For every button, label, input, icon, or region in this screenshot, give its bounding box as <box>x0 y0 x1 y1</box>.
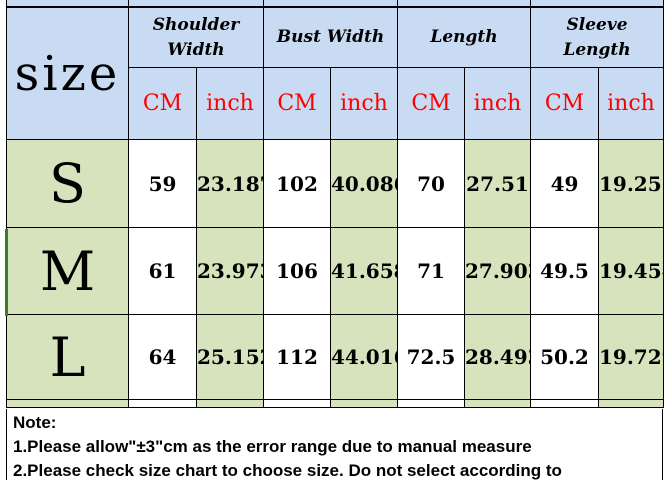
value-cell: 59 <box>128 139 197 228</box>
unit-header-inch: inch <box>464 67 531 140</box>
unit-header-inch: inch <box>196 67 264 140</box>
cutoff-cell <box>6 399 129 408</box>
value-cell: 19.729 <box>598 314 664 400</box>
cutoff-cell <box>128 399 197 408</box>
header-bust-width: Bust Width <box>263 6 398 68</box>
value-cell: 112 <box>263 314 331 400</box>
unit-header-cm: CM <box>263 67 331 140</box>
cutoff-row-bottom <box>6 399 664 408</box>
value-cell: 41.658 <box>330 227 398 315</box>
value-cell: 19.257 <box>598 139 664 228</box>
cutoff-cell <box>530 0 664 8</box>
cutoff-cell <box>330 399 398 408</box>
note-section: Note: 1.Please allow"±3"cm as the error … <box>6 409 663 480</box>
table-row-size-s: S 59 23.187 102 40.086 70 27.51 49 19.25… <box>6 139 664 228</box>
table-row-size-l: L 64 25.152 112 44.016 72.5 28.493 50.2 … <box>6 314 664 400</box>
size-label-cell: L <box>6 314 129 400</box>
value-cell: 44.016 <box>330 314 398 400</box>
value-cell: 64 <box>128 314 197 400</box>
note-line-1: 1.Please allow"±3"cm as the error range … <box>13 437 532 456</box>
size-chart-table: size Shoulder Width Bust Width Length Sl… <box>6 0 664 408</box>
cutoff-row-top <box>6 0 664 8</box>
value-cell: 106 <box>263 227 331 315</box>
value-cell: 19.454 <box>598 227 664 315</box>
value-cell: 102 <box>263 139 331 228</box>
value-cell: 25.152 <box>196 314 264 400</box>
value-cell: 27.903 <box>464 227 531 315</box>
unit-header-row: CM inch CM inch CM inch CM inch <box>7 67 664 140</box>
cutoff-cell <box>598 399 664 408</box>
unit-header-inch: inch <box>330 67 398 140</box>
value-cell: 49.5 <box>530 227 599 315</box>
cutoff-cell <box>397 0 531 8</box>
value-cell: 72.5 <box>397 314 465 400</box>
cutoff-cell <box>196 399 264 408</box>
unit-header-inch: inch <box>598 67 664 140</box>
size-label-cell: S <box>6 139 129 228</box>
value-cell: 70 <box>397 139 465 228</box>
value-cell: 61 <box>128 227 197 315</box>
size-header-cell: size <box>6 6 129 140</box>
value-cell: 50.2 <box>530 314 599 400</box>
value-cell: 28.493 <box>464 314 531 400</box>
value-cell: 23.187 <box>196 139 264 228</box>
cutoff-cell <box>397 399 465 408</box>
value-cell: 71 <box>397 227 465 315</box>
cutoff-cell <box>6 0 129 8</box>
cutoff-cell <box>263 0 398 8</box>
note-line-2: 2.Please check size chart to choose size… <box>13 461 562 480</box>
value-cell: 40.086 <box>330 139 398 228</box>
value-cell: 27.51 <box>464 139 531 228</box>
cutoff-cell <box>464 399 531 408</box>
header-shoulder-width: Shoulder Width <box>128 6 264 68</box>
row-m-green-accent-line <box>5 229 8 316</box>
value-cell: 49 <box>530 139 599 228</box>
unit-header-cm: CM <box>397 67 465 140</box>
unit-header-cm: CM <box>128 67 197 140</box>
note-title: Note: <box>13 413 57 432</box>
size-label-cell: M <box>6 227 129 315</box>
table-row-size-m: M 61 23.973 106 41.658 71 27.903 49.5 19… <box>6 227 664 315</box>
cutoff-cell <box>530 399 599 408</box>
header-length: Length <box>397 6 531 68</box>
header-sleeve-length: Sleeve Length <box>530 6 664 68</box>
value-cell: 23.973 <box>196 227 264 315</box>
cutoff-cell <box>128 0 264 8</box>
header-group-row: size Shoulder Width Bust Width Length Sl… <box>6 6 664 140</box>
unit-header-cm: CM <box>530 67 599 140</box>
cutoff-cell <box>263 399 331 408</box>
